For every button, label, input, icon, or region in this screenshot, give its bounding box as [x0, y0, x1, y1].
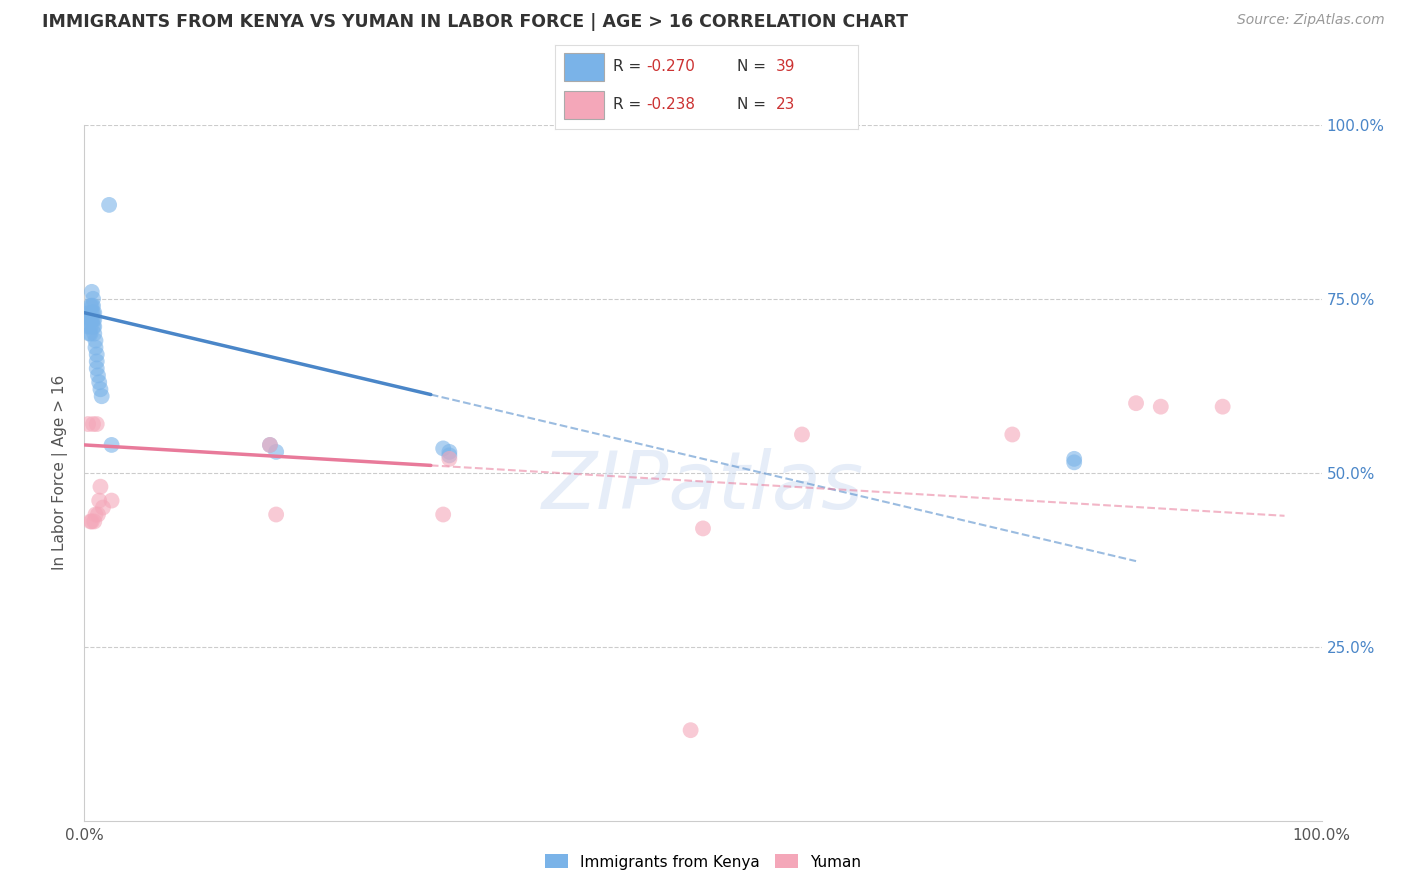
- Point: [82, 417, 104, 431]
- Point: [79, 326, 101, 341]
- Point: [87, 368, 110, 383]
- Point: [89, 382, 111, 396]
- Point: [1063, 451, 1085, 466]
- Point: [79, 515, 101, 529]
- Point: [259, 438, 281, 452]
- Point: [790, 427, 813, 442]
- Point: [87, 508, 110, 522]
- Point: [77, 417, 100, 431]
- Legend: Immigrants from Kenya, Yuman: Immigrants from Kenya, Yuman: [538, 848, 868, 876]
- Point: [83, 326, 105, 341]
- Point: [86, 417, 108, 431]
- Point: [77, 319, 100, 334]
- Point: [84, 334, 107, 348]
- Point: [79, 299, 101, 313]
- Point: [83, 319, 105, 334]
- Point: [84, 341, 107, 355]
- Point: [91, 500, 114, 515]
- Point: [1001, 427, 1024, 442]
- Point: [90, 389, 112, 403]
- Point: [86, 354, 108, 368]
- Point: [259, 438, 281, 452]
- Point: [79, 319, 101, 334]
- Point: [83, 515, 105, 529]
- Point: [79, 312, 101, 326]
- Point: [432, 442, 454, 456]
- Text: N =: N =: [737, 59, 770, 74]
- Point: [1063, 455, 1085, 469]
- Text: 39: 39: [776, 59, 796, 74]
- Point: [79, 326, 101, 341]
- Point: [264, 508, 287, 522]
- Point: [86, 347, 108, 361]
- Point: [80, 306, 103, 320]
- Point: [100, 438, 122, 452]
- Point: [100, 493, 122, 508]
- Point: [83, 312, 105, 326]
- Point: [439, 451, 461, 466]
- Text: R =: R =: [613, 59, 645, 74]
- Point: [1150, 400, 1173, 414]
- Point: [82, 319, 104, 334]
- Y-axis label: In Labor Force | Age > 16: In Labor Force | Age > 16: [52, 376, 69, 570]
- FancyBboxPatch shape: [564, 54, 603, 81]
- Point: [80, 515, 103, 529]
- Point: [82, 292, 104, 306]
- Point: [1125, 396, 1147, 410]
- Point: [692, 521, 714, 535]
- Point: [84, 508, 107, 522]
- Text: ZIPatlas: ZIPatlas: [541, 448, 865, 525]
- Point: [89, 480, 111, 494]
- Point: [79, 306, 101, 320]
- Text: N =: N =: [737, 97, 770, 112]
- Point: [82, 299, 104, 313]
- Text: -0.270: -0.270: [647, 59, 695, 74]
- Point: [80, 299, 103, 313]
- Point: [679, 723, 702, 738]
- Point: [82, 312, 104, 326]
- Point: [89, 493, 111, 508]
- Point: [80, 312, 103, 326]
- Point: [77, 312, 100, 326]
- Point: [82, 306, 104, 320]
- Point: [432, 508, 454, 522]
- Point: [86, 361, 108, 376]
- Point: [439, 448, 461, 462]
- Text: IMMIGRANTS FROM KENYA VS YUMAN IN LABOR FORCE | AGE > 16 CORRELATION CHART: IMMIGRANTS FROM KENYA VS YUMAN IN LABOR …: [42, 13, 908, 31]
- Point: [80, 285, 103, 299]
- Point: [264, 445, 287, 459]
- Point: [89, 376, 111, 390]
- Text: 23: 23: [776, 97, 796, 112]
- Text: Source: ZipAtlas.com: Source: ZipAtlas.com: [1237, 13, 1385, 28]
- Point: [83, 306, 105, 320]
- FancyBboxPatch shape: [564, 91, 603, 120]
- Point: [1212, 400, 1234, 414]
- Point: [439, 445, 461, 459]
- Text: R =: R =: [613, 97, 645, 112]
- Point: [98, 198, 121, 212]
- Text: -0.238: -0.238: [647, 97, 695, 112]
